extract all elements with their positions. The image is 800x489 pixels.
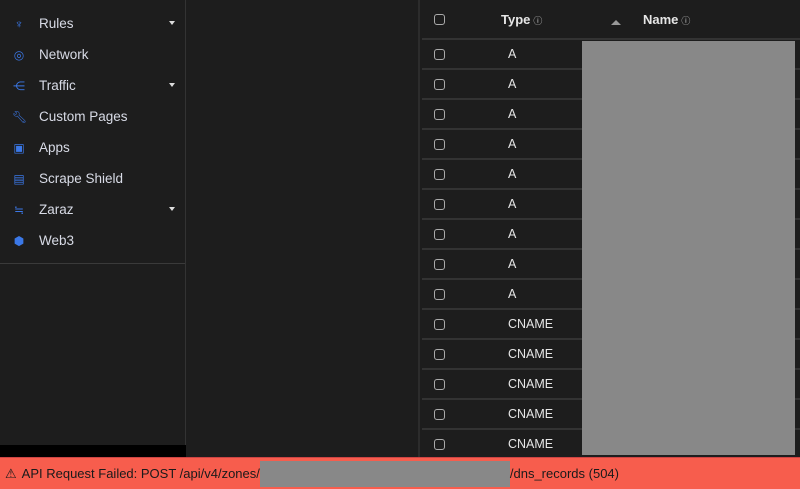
sidebar-item-network[interactable]: ◎ Network (0, 39, 185, 70)
caret-down-icon[interactable] (169, 207, 175, 211)
record-type: CNAME (508, 437, 554, 451)
sidebar-item-custom-pages[interactable]: 🔧︎ Custom Pages (0, 101, 185, 132)
redacted-zone-id (259, 460, 510, 487)
document-icon: ▤ (13, 171, 25, 186)
row-checkbox[interactable] (434, 198, 445, 210)
row-checkbox[interactable] (434, 408, 445, 420)
row-checkbox[interactable] (434, 378, 445, 390)
redacted-name-column (582, 41, 795, 455)
row-checkbox[interactable] (434, 258, 445, 270)
record-type: A (508, 227, 517, 241)
sidebar-item-web3[interactable]: ⬢ Web3 (0, 225, 185, 256)
row-checkbox[interactable] (434, 348, 445, 360)
sidebar-item-label: Custom Pages (39, 109, 128, 124)
zaraz-icon: ≒ (13, 202, 25, 217)
row-checkbox[interactable] (434, 288, 445, 300)
row-checkbox[interactable] (434, 228, 445, 240)
sidebar-item-label: Web3 (39, 233, 75, 248)
record-type: A (508, 167, 517, 181)
sidebar-item-label: Rules (39, 16, 74, 31)
record-type: A (508, 137, 517, 151)
info-icon[interactable]: ⓘ (533, 15, 543, 26)
sidebar-item-label: Apps (39, 140, 70, 155)
sidebar-item-label: Zaraz (39, 202, 74, 217)
middle-panel (187, 0, 420, 457)
info-icon[interactable]: ⓘ (681, 15, 691, 26)
sort-ascending-icon[interactable] (611, 20, 621, 25)
row-checkbox[interactable] (434, 438, 445, 450)
row-checkbox[interactable] (434, 318, 445, 330)
table-header: Type ⓘ Name ⓘ (422, 0, 800, 40)
record-type: CNAME (508, 407, 554, 421)
select-all-checkbox[interactable] (434, 13, 445, 25)
location-pin-icon: ◎ (13, 47, 25, 62)
row-checkbox[interactable] (434, 168, 445, 180)
row-checkbox[interactable] (434, 108, 445, 120)
record-type: CNAME (508, 347, 554, 361)
warning-icon: ⚠ (5, 465, 17, 481)
error-message-prefix: API Request Failed: POST /api/v4/zones/ (21, 466, 260, 481)
wrench-icon: 🔧︎ (12, 109, 28, 124)
sidebar-item-apps[interactable]: ▣ Apps (0, 132, 185, 163)
record-type: CNAME (508, 317, 554, 331)
sidebar-item-label: Network (39, 47, 89, 62)
error-message-suffix: /dns_records (504) (509, 466, 619, 481)
row-checkbox[interactable] (434, 138, 445, 150)
network-nodes-icon: ⋲ (13, 78, 25, 93)
funnel-icon: ♆ (14, 16, 24, 31)
row-checkbox[interactable] (434, 78, 445, 90)
type-column-header[interactable]: Type ⓘ (501, 11, 543, 27)
apps-icon: ▣ (13, 140, 25, 155)
sidebar-item-label: Traffic (39, 78, 76, 93)
caret-down-icon[interactable] (169, 21, 175, 25)
row-checkbox[interactable] (434, 48, 445, 60)
name-column-header[interactable]: Name ⓘ (643, 11, 691, 27)
caret-down-icon[interactable] (169, 83, 175, 87)
record-type: A (508, 257, 517, 271)
record-type: A (508, 47, 517, 61)
sidebar-item-rules[interactable]: ♆ Rules (0, 8, 185, 39)
record-type: A (508, 287, 517, 301)
sidebar-item-scrape-shield[interactable]: ▤ Scrape Shield (0, 163, 185, 194)
sidebar-footer (0, 445, 186, 457)
record-type: A (508, 107, 517, 121)
record-type: A (508, 77, 517, 91)
error-banner: ⚠ API Request Failed: POST /api/v4/zones… (0, 457, 800, 489)
record-type: CNAME (508, 377, 554, 391)
web3-icon: ⬢ (13, 233, 25, 248)
sidebar-item-traffic[interactable]: ⋲ Traffic (0, 70, 185, 101)
record-type: A (508, 197, 517, 211)
sidebar-item-label: Scrape Shield (39, 171, 124, 186)
sidebar: ♆ Rules ◎ Network ⋲ Traffic 🔧︎ Custom Pages ▣ App… (0, 0, 186, 457)
sidebar-item-zaraz[interactable]: ≒ Zaraz (0, 194, 185, 225)
